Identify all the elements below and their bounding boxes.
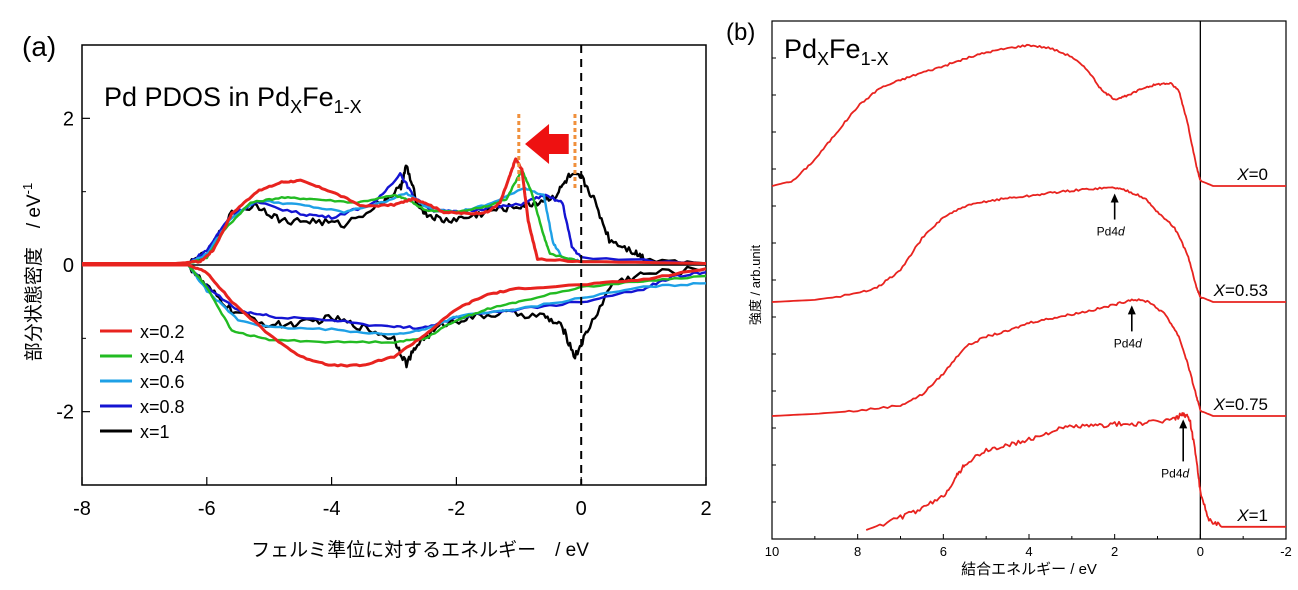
x-tick-label-a: -8 bbox=[73, 498, 91, 520]
panel-b: (b) PdXFe1-X 10 8 6 4 2 0 -2 X=0 X=0.53 Pd4d X=0.… bbox=[726, 19, 1292, 578]
pd4d-label: Pd4d bbox=[1097, 225, 1125, 239]
legend-label: x=0.2 bbox=[140, 322, 185, 342]
chart-a-title: Pd PDOS in PdXFe1-X bbox=[104, 82, 362, 117]
pd4d-arrow-head bbox=[1110, 193, 1119, 203]
spectrum-line-X-1 bbox=[865, 412, 1286, 531]
ticks-b: 10 8 6 4 2 0 -2 bbox=[765, 20, 1292, 559]
series-line-x-06-up bbox=[82, 186, 706, 265]
legend-label: x=1 bbox=[140, 422, 170, 442]
spectrum-label: X=0.53 bbox=[1213, 281, 1268, 300]
x-tick-label-b: 6 bbox=[940, 544, 947, 559]
pd4d-arrow-head bbox=[1127, 305, 1136, 315]
series-line-x-08-down bbox=[82, 263, 706, 330]
series-lines-b bbox=[771, 43, 1286, 531]
x-axis-label-b: 結合エネルギー / eV bbox=[961, 561, 1097, 578]
x-tick-label-b: 2 bbox=[1111, 544, 1118, 559]
y-axis-label-a: 部分状態密度 / eV-1 bbox=[20, 183, 45, 361]
series-line-x-04-down bbox=[82, 263, 706, 344]
x-tick-label-a: 0 bbox=[576, 498, 587, 520]
series-line-x-08-up bbox=[82, 172, 706, 265]
pd4d-label: Pd4d bbox=[1161, 466, 1189, 480]
spectrum-line-X-0 bbox=[771, 43, 1286, 187]
series-line-x-1-up bbox=[82, 164, 706, 266]
legend-a: x=0.2 x=0.4 x=0.6 x=0.8 x=1 bbox=[100, 322, 185, 442]
series-line-x-04-up bbox=[82, 168, 706, 265]
panel-a-label: (a) bbox=[22, 31, 56, 62]
series-line-x-02-down bbox=[82, 263, 706, 368]
y-tick-label-a: 2 bbox=[63, 108, 74, 130]
markers-a bbox=[517, 45, 583, 485]
x-tick-label-a: -2 bbox=[448, 498, 466, 520]
spectrum-line-X-053 bbox=[771, 186, 1286, 303]
series-line-x-02-up bbox=[82, 157, 706, 265]
x-tick-label-b: 10 bbox=[765, 544, 779, 559]
x-tick-label-b: 8 bbox=[854, 544, 861, 559]
pd4d-arrow-head bbox=[1179, 419, 1188, 429]
x-tick-label-b: -2 bbox=[1280, 544, 1292, 559]
legend-label: x=0.6 bbox=[140, 372, 185, 392]
spectrum-label: X=1 bbox=[1236, 506, 1268, 525]
spectrum-line-X-075 bbox=[771, 298, 1286, 417]
shift-arrow bbox=[525, 124, 569, 164]
legend-label: x=0.4 bbox=[140, 347, 185, 367]
spectrum-label: X=0 bbox=[1236, 165, 1268, 184]
panel-a: (a) Pd PDOS in PdXFe1-X -8 -6 -4 -2 0 2 -2 0 2 x… bbox=[20, 31, 712, 561]
spectrum-label: X=0.75 bbox=[1213, 395, 1268, 414]
x-tick-label-a: 2 bbox=[700, 498, 711, 520]
legend-label: x=0.8 bbox=[140, 397, 185, 417]
x-tick-label-a: -6 bbox=[198, 498, 216, 520]
y-axis-label-b: 強度 / arb.unit bbox=[748, 245, 763, 326]
chart-b-title: PdXFe1-X bbox=[784, 34, 889, 69]
pd4d-label: Pd4d bbox=[1114, 336, 1142, 350]
y-tick-label-a: 0 bbox=[63, 255, 74, 277]
series-lines-a bbox=[82, 157, 706, 369]
x-tick-label-b: 4 bbox=[1025, 544, 1032, 559]
annotations-b: X=0 X=0.53 Pd4d X=0.75 Pd4d X=1 Pd4d bbox=[1097, 165, 1268, 525]
x-tick-label-a: -4 bbox=[323, 498, 341, 520]
x-tick-label-b: 0 bbox=[1197, 544, 1204, 559]
plot-frame-b bbox=[771, 20, 1287, 540]
panel-b-label: (b) bbox=[726, 19, 755, 46]
y-tick-label-a: -2 bbox=[56, 402, 74, 424]
x-axis-label-a: フェルミ準位に対するエネルギー / eV bbox=[251, 539, 589, 561]
